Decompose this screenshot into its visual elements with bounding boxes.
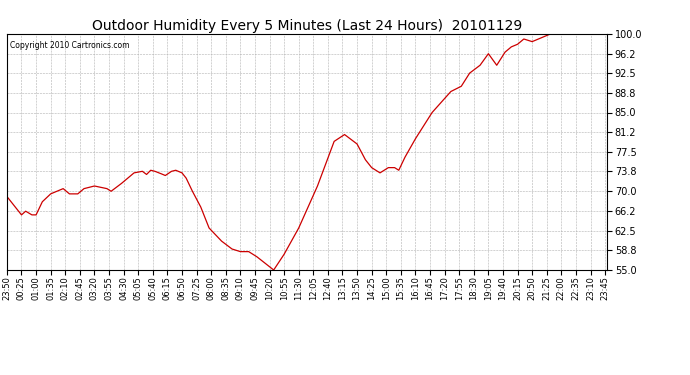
Title: Outdoor Humidity Every 5 Minutes (Last 24 Hours)  20101129: Outdoor Humidity Every 5 Minutes (Last 2… [92, 19, 522, 33]
Text: Copyright 2010 Cartronics.com: Copyright 2010 Cartronics.com [10, 41, 130, 50]
